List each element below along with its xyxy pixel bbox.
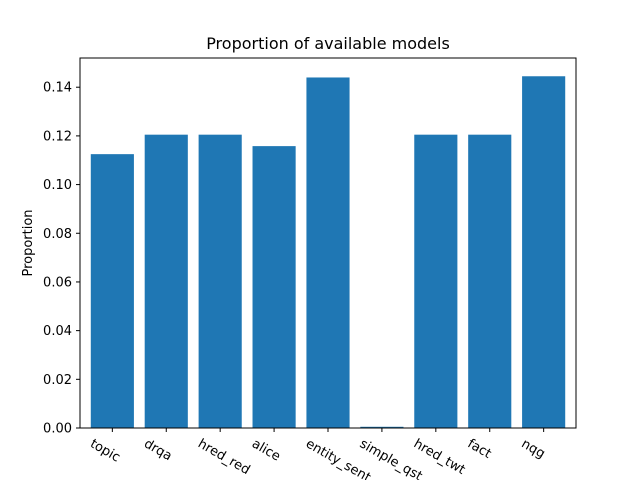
x-tick-label-alice: alice — [249, 436, 283, 464]
bars-group — [90, 76, 566, 429]
bar-hred_red — [198, 134, 242, 429]
x-tick-label-topic: topic — [87, 436, 122, 465]
bar-nqg — [522, 76, 566, 428]
y-tick-label: 0.02 — [43, 373, 72, 388]
bar-fact — [468, 134, 512, 429]
x-tick-label-drqa: drqa — [141, 436, 174, 464]
bar-alice — [252, 146, 296, 429]
plot-frame — [79, 57, 577, 429]
bar-hred_twt — [414, 134, 458, 429]
y-tick-label: 0.00 — [43, 422, 72, 437]
bar-simple_qst — [360, 426, 404, 428]
y-tick-label: 0.14 — [43, 81, 72, 96]
chart-title: Proportion of available models — [206, 34, 450, 53]
bar-topic — [90, 154, 134, 429]
y-tick-label: 0.04 — [43, 324, 72, 339]
x-tick-label-hred_red: hred_red — [195, 436, 252, 478]
x-tick-label-nqg: nqg — [519, 436, 548, 461]
y-tick-label: 0.08 — [43, 227, 72, 242]
y-axis-label: Proportion — [21, 209, 36, 276]
y-tick-label: 0.12 — [43, 129, 72, 144]
y-tick-label: 0.10 — [43, 178, 72, 193]
x-tick-label-fact: fact — [465, 436, 494, 461]
bar-entity_sent — [306, 77, 350, 428]
y-axis: 0.00 0.02 0.04 0.06 0.08 0.10 0.12 0.14 — [43, 81, 80, 437]
bar-drqa — [144, 134, 188, 429]
y-tick-label: 0.06 — [43, 275, 72, 290]
